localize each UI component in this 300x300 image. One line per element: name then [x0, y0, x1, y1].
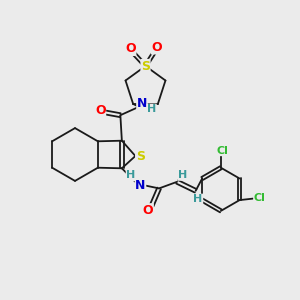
Text: O: O [143, 204, 153, 217]
Text: O: O [125, 42, 136, 56]
Text: Cl: Cl [254, 193, 266, 203]
Text: H: H [178, 170, 187, 180]
Text: H: H [147, 104, 156, 114]
Text: S: S [136, 149, 145, 163]
Text: S: S [141, 59, 150, 73]
Text: O: O [95, 104, 106, 117]
Text: Cl: Cl [216, 146, 228, 156]
Text: H: H [194, 194, 203, 204]
Text: N: N [137, 97, 147, 110]
Text: H: H [126, 170, 136, 181]
Text: N: N [135, 179, 146, 192]
Text: O: O [151, 41, 162, 54]
